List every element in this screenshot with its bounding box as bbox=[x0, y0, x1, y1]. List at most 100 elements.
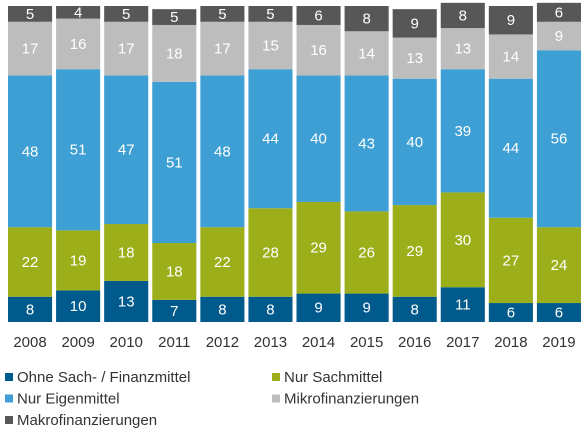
bar-segment bbox=[344, 211, 389, 294]
value-label: 13 bbox=[454, 41, 471, 58]
value-label: 43 bbox=[358, 135, 375, 152]
value-label: 24 bbox=[551, 257, 568, 274]
x-tick-label: 2017 bbox=[446, 334, 479, 351]
value-label: 17 bbox=[214, 41, 231, 58]
x-tick-label: 2013 bbox=[254, 334, 287, 351]
bar-segment bbox=[344, 31, 389, 76]
value-label: 6 bbox=[507, 304, 515, 321]
value-label: 51 bbox=[70, 142, 87, 159]
bar-segment bbox=[56, 18, 101, 70]
value-label: 56 bbox=[551, 131, 568, 148]
value-label: 17 bbox=[118, 41, 135, 58]
value-label: 4 bbox=[74, 4, 82, 21]
value-label: 19 bbox=[70, 252, 87, 269]
x-tick-label: 2008 bbox=[13, 334, 46, 351]
legend-label: Mikrofinanzierungen bbox=[284, 390, 419, 407]
value-label: 7 bbox=[170, 303, 178, 320]
value-label: 16 bbox=[70, 36, 87, 53]
legend-swatch bbox=[272, 373, 280, 381]
value-label: 6 bbox=[555, 4, 563, 21]
x-tick-label: 2011 bbox=[158, 334, 190, 351]
value-label: 13 bbox=[118, 293, 135, 310]
bar-segment bbox=[152, 9, 197, 25]
x-tick-label: 2014 bbox=[302, 334, 335, 351]
x-tick-label: 2019 bbox=[542, 334, 575, 351]
value-label: 6 bbox=[555, 304, 563, 321]
value-label: 44 bbox=[262, 131, 279, 148]
value-label: 48 bbox=[22, 143, 39, 160]
value-label: 9 bbox=[507, 12, 515, 29]
value-label: 40 bbox=[406, 134, 423, 151]
value-label: 18 bbox=[166, 45, 183, 62]
bar-segment bbox=[296, 75, 341, 202]
value-label: 17 bbox=[22, 41, 39, 58]
bar-segment bbox=[104, 224, 149, 281]
legend-label: Nur Eigenmittel bbox=[17, 390, 120, 407]
bar-segment bbox=[440, 28, 485, 70]
bar-segment bbox=[536, 2, 581, 22]
bar-segment bbox=[392, 9, 437, 38]
value-label: 9 bbox=[555, 28, 563, 45]
value-label: 40 bbox=[310, 131, 327, 148]
bar-segment bbox=[392, 78, 437, 206]
bar-segment bbox=[248, 6, 293, 22]
bar-segment bbox=[8, 227, 53, 297]
bar-segment bbox=[488, 6, 533, 35]
x-tick-label: 2018 bbox=[494, 334, 527, 351]
value-label: 28 bbox=[262, 244, 279, 261]
legend-swatch bbox=[5, 394, 13, 403]
value-label: 9 bbox=[362, 300, 370, 317]
value-label: 8 bbox=[411, 301, 419, 318]
x-tick-label: 2010 bbox=[110, 334, 143, 351]
value-label: 29 bbox=[406, 243, 423, 260]
bar-segment bbox=[392, 205, 437, 297]
bar-segment bbox=[440, 287, 485, 322]
bar-segment bbox=[152, 243, 197, 300]
value-label: 27 bbox=[503, 252, 520, 269]
value-label: 18 bbox=[118, 244, 135, 261]
value-label: 5 bbox=[26, 6, 34, 23]
value-label: 8 bbox=[362, 11, 370, 28]
bar-segment bbox=[200, 6, 245, 22]
legend-swatch bbox=[272, 394, 280, 403]
x-tick-label: 2009 bbox=[61, 334, 94, 351]
value-label: 5 bbox=[122, 6, 130, 23]
bar-segment bbox=[536, 50, 581, 228]
value-label: 11 bbox=[455, 297, 471, 314]
value-label: 5 bbox=[218, 6, 226, 23]
bar-segment bbox=[200, 75, 245, 228]
bar-segment bbox=[248, 69, 293, 209]
bar-segment bbox=[440, 69, 485, 193]
bar-segment bbox=[104, 6, 149, 22]
value-label: 14 bbox=[358, 45, 375, 62]
value-label: 8 bbox=[218, 301, 226, 318]
value-label: 44 bbox=[503, 140, 520, 157]
bar-segment bbox=[488, 78, 533, 218]
value-label: 9 bbox=[314, 300, 322, 317]
value-label: 8 bbox=[26, 301, 34, 318]
bar-segment bbox=[440, 2, 485, 29]
value-label: 48 bbox=[214, 143, 231, 160]
bar-segment bbox=[200, 296, 245, 322]
bar-segment bbox=[8, 75, 53, 228]
bar-segment bbox=[56, 69, 101, 231]
value-label: 5 bbox=[170, 9, 178, 26]
bar-segment bbox=[8, 21, 53, 76]
x-tick-label: 2016 bbox=[398, 334, 431, 351]
bar-segment bbox=[248, 296, 293, 322]
value-label: 39 bbox=[454, 123, 471, 140]
value-label: 10 bbox=[70, 298, 87, 315]
bar-segment bbox=[344, 6, 389, 32]
bar-segment bbox=[488, 217, 533, 304]
bar-segment bbox=[248, 208, 293, 297]
bar-segment bbox=[392, 296, 437, 322]
value-label: 6 bbox=[314, 7, 322, 24]
x-tick-label: 2012 bbox=[206, 334, 239, 351]
value-label: 30 bbox=[454, 232, 471, 249]
bar-segment bbox=[248, 21, 293, 70]
bar-segment bbox=[296, 201, 341, 294]
bar-segment bbox=[104, 280, 149, 322]
value-label: 8 bbox=[266, 301, 274, 318]
value-label: 15 bbox=[262, 37, 279, 54]
